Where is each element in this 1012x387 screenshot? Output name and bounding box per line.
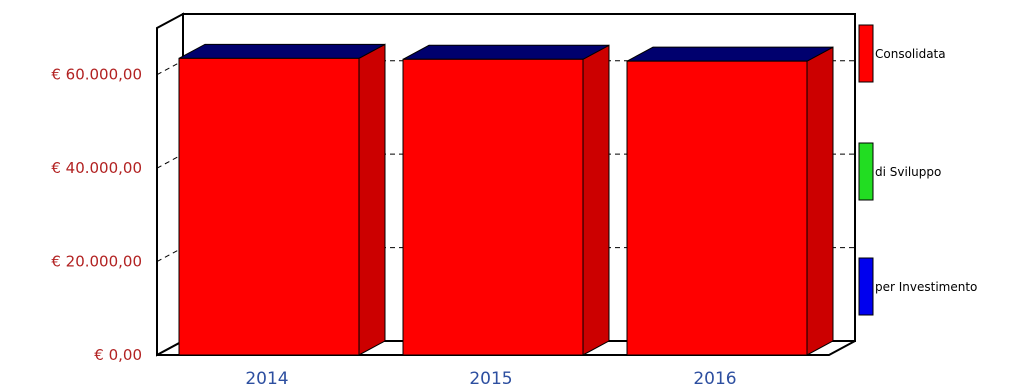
bars	[178, 43, 834, 356]
bar-2016	[626, 46, 834, 356]
legend-swatch	[858, 24, 874, 83]
gridline-side	[156, 153, 184, 169]
bar-side	[582, 44, 610, 356]
y-tick-label: € 60.000,00	[51, 66, 142, 84]
y-tick-label: € 0,00	[94, 346, 142, 364]
gridline-side	[156, 247, 184, 263]
legend: Consolidata di Sviluppo per Investimento	[858, 24, 977, 316]
y-axis-tick-labels: € 0,00 € 20.000,00 € 40.000,00 € 60.000,00	[51, 66, 142, 364]
bar-top	[402, 44, 610, 60]
bar-2015	[402, 44, 610, 356]
x-tick-label: 2015	[469, 369, 512, 387]
x-tick-label: 2014	[245, 369, 288, 387]
bar-side	[806, 46, 834, 356]
gridline-side	[156, 60, 184, 76]
bar-2014	[178, 43, 386, 356]
legend-label: Consolidata	[875, 47, 946, 61]
y-tick-label: € 40.000,00	[51, 159, 142, 177]
legend-label: per Investimento	[875, 280, 977, 294]
legend-item: Consolidata	[858, 24, 946, 83]
y-tick-label: € 20.000,00	[51, 253, 142, 271]
legend-swatch	[858, 142, 874, 201]
legend-swatch	[858, 257, 874, 316]
bar-front	[402, 58, 584, 356]
legend-item: per Investimento	[858, 257, 977, 316]
bar-front	[178, 57, 360, 356]
bar-top	[626, 46, 834, 62]
legend-label: di Sviluppo	[875, 165, 941, 179]
bar-front	[626, 60, 808, 356]
bar-side	[358, 43, 386, 356]
x-axis-tick-labels: 2014 2015 2016	[245, 369, 736, 387]
x-tick-label: 2016	[693, 369, 736, 387]
legend-item: di Sviluppo	[858, 142, 941, 201]
bar-top	[178, 43, 386, 59]
